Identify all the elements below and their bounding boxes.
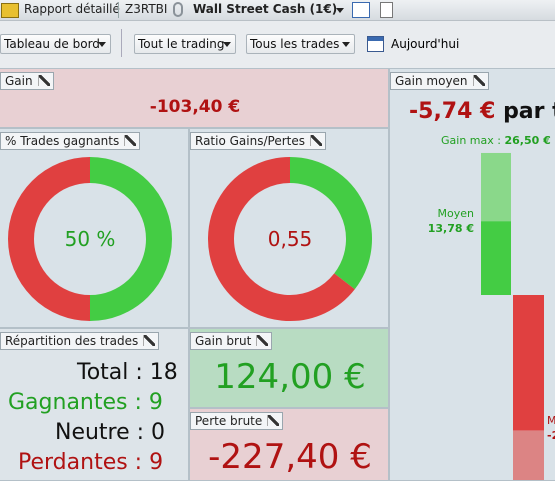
avg-win-bar: [481, 221, 511, 295]
donut-label: 50 %: [64, 227, 116, 251]
tab-instrument[interactable]: Wall Street Cash (1€): [193, 2, 338, 16]
donut-label: 0,55: [267, 227, 313, 251]
donut: [8, 157, 172, 321]
distribution-row: Neutre : 0: [55, 420, 166, 445]
gain-panel: Gain -103,40 €: [0, 68, 389, 128]
donut-segment: [8, 157, 91, 321]
distribution-row: Gagnantes : 9: [8, 390, 163, 415]
calendar-icon[interactable]: [367, 36, 384, 52]
max-gain-value: 26,50 €: [504, 134, 551, 147]
gross-loss-panel: Perte brute -227,40 €: [189, 408, 389, 481]
max-loss-bar: [513, 430, 544, 480]
link-icon[interactable]: [173, 2, 183, 17]
avg-win-label: Moyen: [437, 207, 474, 220]
toolbar: Tableau de bord Tout le trading Tous les…: [0, 21, 555, 69]
gross-loss-value: -227,40 €: [208, 437, 372, 477]
view-dropdown[interactable]: Tableau de bord: [0, 34, 111, 54]
period-button[interactable]: Aujourd'hui: [391, 37, 460, 51]
max-win-bar: [481, 152, 511, 222]
donut-segment: [289, 157, 372, 290]
panel-title: Répartition des trades: [0, 332, 160, 350]
panel-title: Perte brute: [190, 412, 284, 430]
win-rate-panel: % Trades gagnants 50 %: [0, 128, 189, 328]
gain-value: -103,40 €: [149, 97, 241, 117]
panel-title: Gain: [0, 72, 54, 90]
max-gain-label: Gain max :: [441, 134, 501, 147]
dropdown-arrow[interactable]: [336, 8, 344, 17]
avg-win-value: 13,78 €: [427, 222, 474, 235]
gross-gain-panel: Gain brut 124,00 €: [189, 328, 389, 408]
avg-value: -5,74 €: [409, 99, 496, 124]
ratio-panel: Ratio Gains/Pertes 0,55: [189, 128, 389, 328]
tab-account[interactable]: Z3RTBI: [125, 2, 168, 16]
scope-dropdown[interactable]: Tout le trading: [134, 34, 236, 54]
trades-dropdown[interactable]: Tous les trades: [246, 34, 355, 54]
panel-title: Ratio Gains/Pertes: [190, 132, 326, 150]
window-icon[interactable]: [352, 2, 370, 18]
avg-loss-bar: [513, 295, 544, 431]
donut: [208, 157, 372, 321]
separator: [118, 2, 119, 18]
bar-chart: [481, 152, 544, 480]
max-gain: Gain max : 26,50 €: [441, 134, 551, 147]
tab-report[interactable]: Rapport détaillé: [24, 2, 120, 16]
avg-gain-value: -5,74 € par trade: [409, 99, 555, 124]
panel-title: % Trades gagnants: [0, 132, 141, 150]
panel-title: Gain brut: [190, 332, 273, 350]
panel-title: Gain moyen: [390, 72, 489, 90]
app-icon[interactable]: [1, 3, 19, 18]
donut-segment: [208, 157, 355, 321]
avg-suffix: par trade: [503, 99, 555, 124]
gross-gain-value: 124,00 €: [214, 357, 366, 397]
avg-loss-value: -25,27 €: [547, 429, 555, 442]
donut-segment: [89, 157, 172, 321]
separator: [121, 29, 122, 57]
document-icon[interactable]: [380, 2, 393, 18]
avg-gain-panel: Gain moyen -5,74 € par trade Gain max : …: [389, 68, 555, 481]
avg-loss-label: Moyen: [547, 414, 555, 427]
tab-bar: Rapport détaillé Z3RTBI Wall Street Cash…: [0, 0, 555, 21]
distribution-row: Perdantes : 9: [18, 450, 164, 475]
distribution-panel: Répartition des trades Total : 18 Gagnan…: [0, 328, 189, 481]
distribution-row: Total : 18: [77, 360, 178, 385]
